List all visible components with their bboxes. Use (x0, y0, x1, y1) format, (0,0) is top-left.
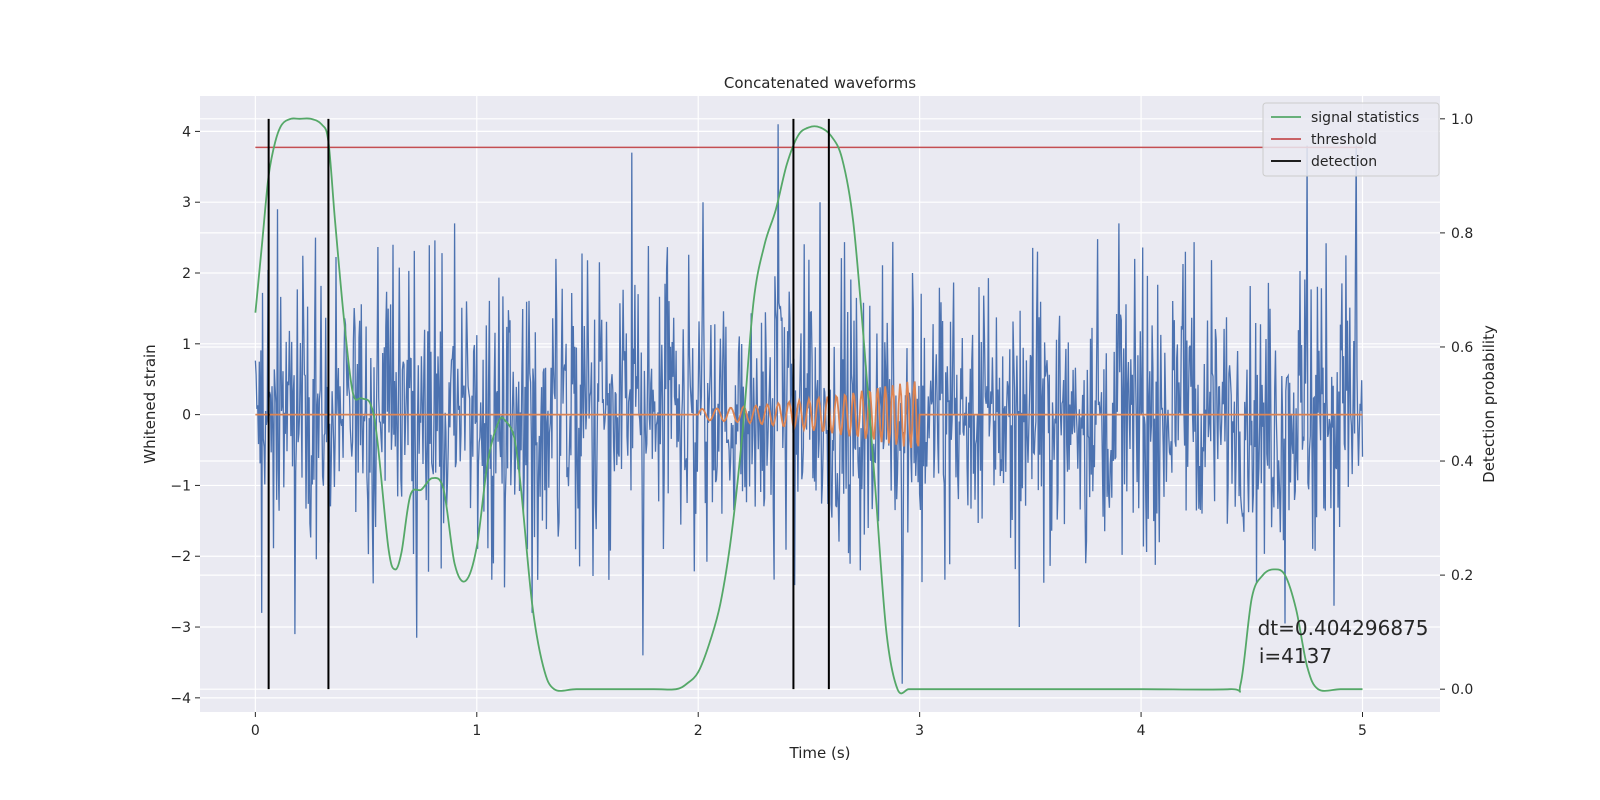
annotation: dt=0.404296875 i=4137 (1253, 616, 1429, 668)
y-tick-label: −1 (170, 478, 191, 494)
legend-label-threshold: threshold (1311, 132, 1377, 148)
y-tick-label: 0 (182, 408, 191, 424)
x-tick-label: 0 (251, 723, 260, 739)
x-axis-label: Time (s) (789, 744, 851, 762)
series-detection (267, 118, 830, 690)
y2-tick-label: 0.8 (1451, 226, 1473, 242)
x-tick-label: 3 (915, 723, 924, 739)
y-tick-label: 1 (182, 337, 191, 353)
y-tick-label: 3 (182, 195, 191, 211)
axis-ticks: 0 1 2 3 4 5 −4 −3 −2 −1 0 1 2 3 4 0.0 0.2 0.4 0.6 0.8 1.0 (170, 112, 1473, 739)
series-injected (255, 381, 1363, 449)
y-axis-label: Whitened strain (141, 344, 159, 463)
x-tick-label: 1 (472, 723, 481, 739)
x-tick-label: 4 (1137, 723, 1146, 739)
y-tick-label: −4 (170, 691, 191, 707)
annotation-index: i=4137 (1253, 644, 1333, 668)
signal-statistics-line (254, 117, 1363, 695)
series-signal-statistics (254, 117, 1363, 695)
y-tick-label: 4 (182, 124, 191, 140)
y-tick-label: 2 (182, 266, 191, 282)
x-tick-label: 2 (694, 723, 703, 739)
legend: signal statistics threshold detection (1262, 102, 1440, 177)
y2-tick-label: 0.4 (1451, 454, 1473, 470)
y-tick-label: −2 (170, 549, 191, 565)
chart-title: Concatenated waveforms (724, 74, 916, 92)
legend-label-signal-statistics: signal statistics (1311, 110, 1419, 126)
series-strain (254, 124, 1364, 684)
y2-tick-label: 0.2 (1451, 568, 1473, 584)
legend-label-detection: detection (1311, 154, 1377, 170)
strain-line (254, 124, 1364, 684)
injected-waveform-line (255, 381, 1363, 449)
y2-tick-label: 0.0 (1451, 682, 1473, 698)
legend-box (1262, 102, 1440, 177)
y2-axis-label: Detection probability (1480, 325, 1498, 483)
y2-tick-label: 1.0 (1451, 112, 1473, 128)
y-tick-label: −3 (170, 620, 191, 636)
annotation-dt: dt=0.404296875 (1258, 616, 1429, 640)
x-tick-label: 5 (1358, 723, 1367, 739)
y2-tick-label: 0.6 (1451, 340, 1473, 356)
